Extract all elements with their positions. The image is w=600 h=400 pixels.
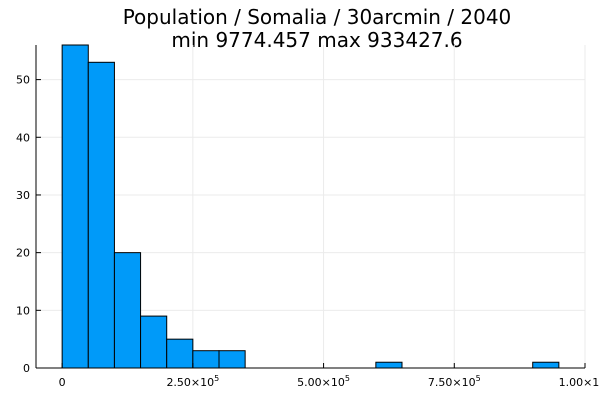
bars [61,44,560,369]
histogram-bar-4 [166,338,194,369]
y-tick-label-0: 0 [23,362,30,375]
histogram-bar-6 [218,350,246,369]
histogram-bar-8 [532,361,560,369]
x-tick-label-0: 0 [59,376,66,389]
y-tick-label-1: 10 [16,304,30,317]
x-tick-label-3: 7.50×105 [428,374,481,389]
histogram-bar-3 [140,315,168,369]
histogram-bar-0 [61,44,89,369]
x-tick-label-1: 2.50×105 [166,374,219,389]
y-tick-label-4: 40 [16,131,30,144]
chart-title-line1: Population / Somalia / 30arcmin / 2040 [123,5,512,29]
axes: 0 10 20 30 40 50 0 2.50×105 5.00×105 7.50×105 1.00… [16,45,600,389]
x-tick-label-2: 5.00×105 [297,374,350,389]
histogram-bar-7 [375,361,403,369]
histogram-bar-1 [87,61,115,369]
y-tick-label-3: 30 [16,189,30,202]
chart-title-line2: min 9774.457 max 933427.6 [171,28,462,52]
y-tick-label-2: 20 [16,247,30,260]
y-tick-label-5: 50 [16,74,30,87]
histogram-bar-2 [113,252,142,369]
x-tick-label-4: 1.00×106 [559,374,600,389]
histogram-bar-5 [192,350,220,369]
